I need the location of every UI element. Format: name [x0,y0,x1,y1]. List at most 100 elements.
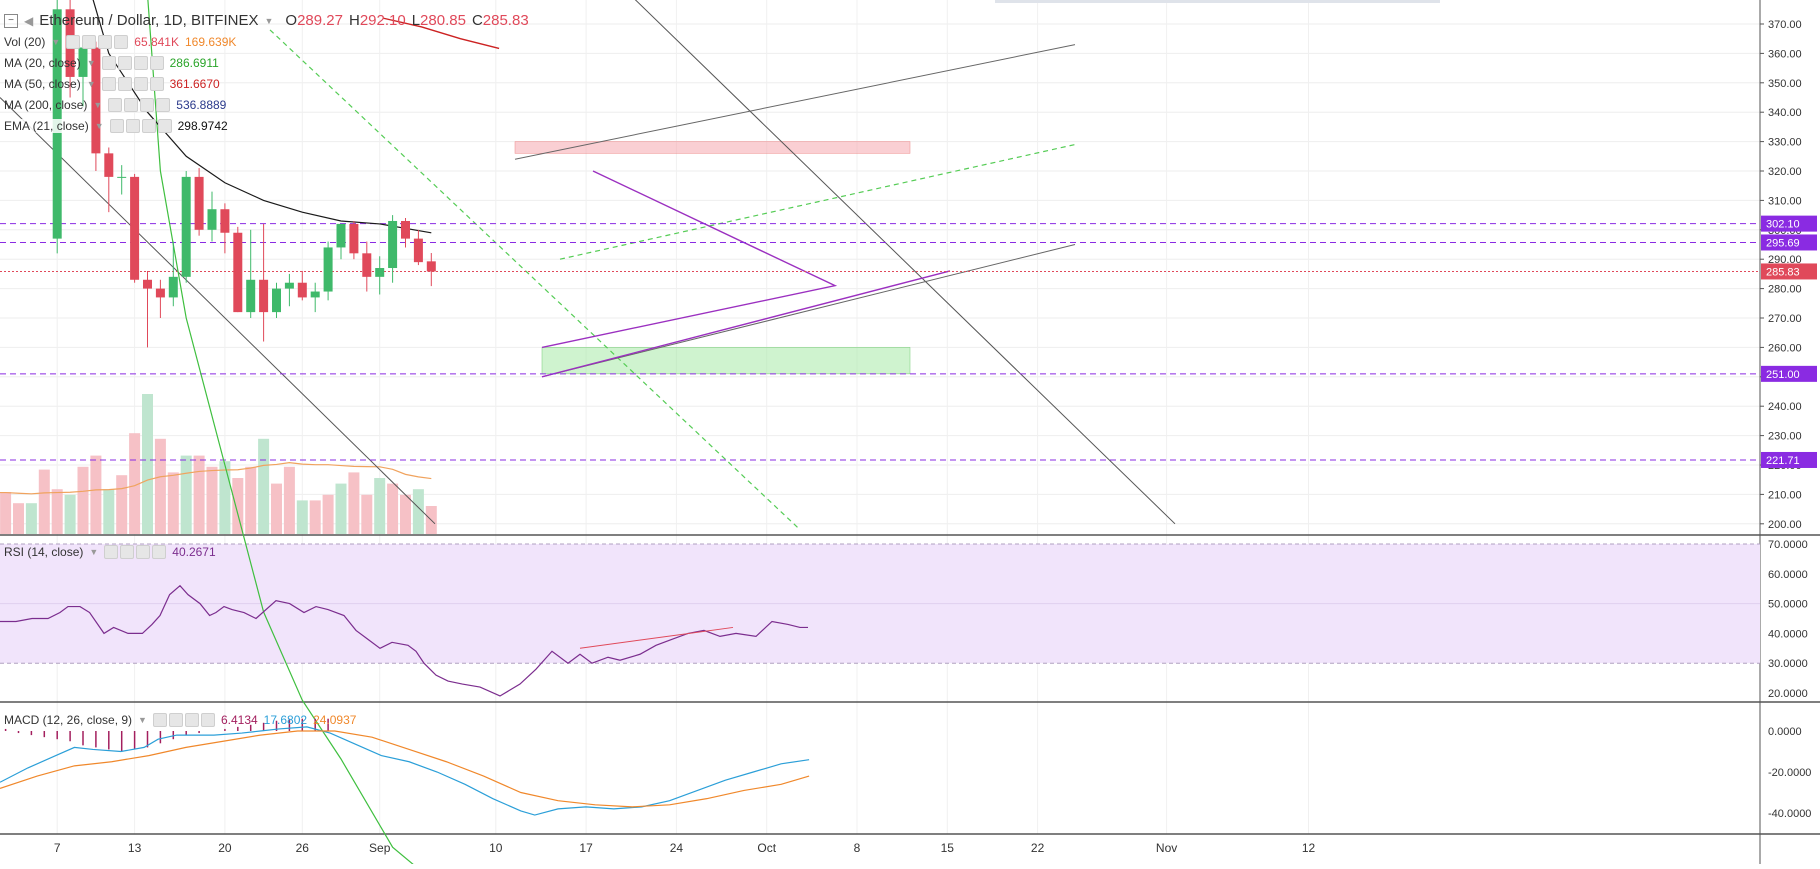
eye-icon[interactable] [101,56,116,70]
legend-rsi-label[interactable]: RSI (14, close) [4,545,84,559]
legend-macd-hist-value: 6.4134 [220,713,258,727]
macd-axis-label: 0.0000 [1768,726,1802,738]
price-axis-badge [1761,365,1817,382]
rsi-axis-label: 70.0000 [1768,539,1808,551]
price-axis-badge [1761,451,1817,468]
legend-vol[interactable]: Vol (20) ▼ 65.841K 169.639K [4,35,236,49]
close-icon[interactable] [152,545,167,559]
triangle-pattern [541,170,838,349]
legend-vol-label[interactable]: Vol (20) [4,35,46,49]
gear-icon[interactable] [117,77,132,91]
plus-icon[interactable] [141,119,156,133]
volume-bar [38,469,50,534]
legend-ma200-label[interactable]: MA (200, close) [4,98,88,112]
volume-ma-line [0,461,432,495]
rsi-axis-label: 50.0000 [1768,599,1808,611]
close-icon[interactable] [157,119,172,133]
legend-rsi-buttons [104,545,167,559]
volume-bar [309,500,321,534]
candle-body [349,223,359,254]
chevron-down-icon[interactable]: ▼ [86,58,96,68]
volume-bar [387,483,399,534]
candle-body [246,279,256,313]
collapse-icon[interactable]: − [4,13,18,28]
ma50-line [382,17,500,50]
close-icon[interactable] [156,98,171,112]
chevron-down-icon[interactable]: ▼ [264,15,274,26]
legend-macd[interactable]: MACD (12, 26, close, 9) ▼ 6.4134 17.6802… [4,713,356,727]
chevron-down-icon[interactable]: ▼ [138,715,147,725]
legend-ema21-value: 298.9742 [177,119,228,133]
legend-ma20-label[interactable]: MA (20, close) [4,56,81,70]
gear-icon[interactable] [124,98,139,112]
eye-icon[interactable] [101,77,116,91]
plus-icon[interactable] [184,713,199,727]
chevron-down-icon[interactable]: ▼ [94,121,104,131]
candle-body [272,288,281,313]
gear-icon[interactable] [125,119,140,133]
close-icon[interactable] [149,56,164,70]
time-axis-label: 8 [854,841,861,855]
chevron-down-icon[interactable]: ▼ [89,547,99,557]
candle-body [207,209,217,230]
close-icon[interactable] [200,713,215,727]
candle-body [375,268,385,277]
volume-bar [25,503,37,534]
gear-icon[interactable] [82,35,97,49]
candle-body [104,153,114,177]
volume-bar [13,503,24,534]
chevron-down-icon[interactable]: ▼ [93,100,103,110]
plus-icon[interactable] [133,56,148,70]
plus-icon[interactable] [136,545,151,559]
volume-series [0,394,437,534]
legend-vol-ma-value: 169.639K [185,35,237,49]
candle-body [388,220,398,269]
top-toolbar-strip [995,0,1440,3]
trendline-dashed [269,29,801,531]
close-icon[interactable] [149,77,164,91]
eye-icon[interactable] [66,35,81,49]
gear-icon[interactable] [120,545,135,559]
time-axis-label: 13 [128,841,142,855]
legend-macd-label[interactable]: MACD (12, 26, close, 9) [4,713,133,727]
legend-ema21[interactable]: EMA (21, close) ▼ 298.9742 [4,119,228,133]
eye-icon[interactable] [152,713,167,727]
chevron-down-icon[interactable]: ▼ [51,37,61,47]
legend-ma50-label[interactable]: MA (50, close) [4,77,81,91]
plus-icon[interactable] [98,35,113,49]
chevron-left-icon[interactable]: ◀ [24,13,34,28]
legend-ma20[interactable]: MA (20, close) ▼ 286.6911 [4,56,219,70]
plus-icon[interactable] [140,98,155,112]
candle-body [78,47,88,77]
channel-line [514,44,1076,160]
chevron-down-icon[interactable]: ▼ [86,79,96,89]
candle-body [323,247,333,292]
eye-icon[interactable] [109,119,124,133]
candles [52,0,436,348]
gear-icon[interactable] [117,56,132,70]
ohlc-open-value: 289.27 [297,12,343,29]
legend-rsi[interactable]: RSI (14, close) ▼ 40.2671 [4,545,216,559]
volume-bar [232,478,244,534]
close-icon[interactable] [114,35,129,49]
time-axis-label: 24 [670,841,684,855]
candle-body [401,220,410,239]
symbol-title[interactable]: Ethereum / Dollar, 1D, BITFINEX [39,12,259,29]
legend-macd-buttons [152,713,215,727]
price-axis-label: 320.00 [1768,166,1802,178]
gear-icon[interactable] [168,713,183,727]
symbol-header: − ◀ Ethereum / Dollar, 1D, BITFINEX ▼ O2… [4,12,529,29]
legend-ema21-label[interactable]: EMA (21, close) [4,119,89,133]
candle-body [117,176,127,178]
eye-icon[interactable] [104,545,119,559]
legend-ma200-value: 536.8889 [176,98,227,112]
eye-icon[interactable] [108,98,123,112]
legend-ma50[interactable]: MA (50, close) ▼ 361.6670 [4,77,220,91]
price-axis-label: 330.00 [1768,137,1802,149]
plus-icon[interactable] [133,77,148,91]
volume-bar [412,489,424,534]
volume-bar [245,466,257,534]
legend-ma200[interactable]: MA (200, close) ▼ 536.8889 [4,98,226,112]
